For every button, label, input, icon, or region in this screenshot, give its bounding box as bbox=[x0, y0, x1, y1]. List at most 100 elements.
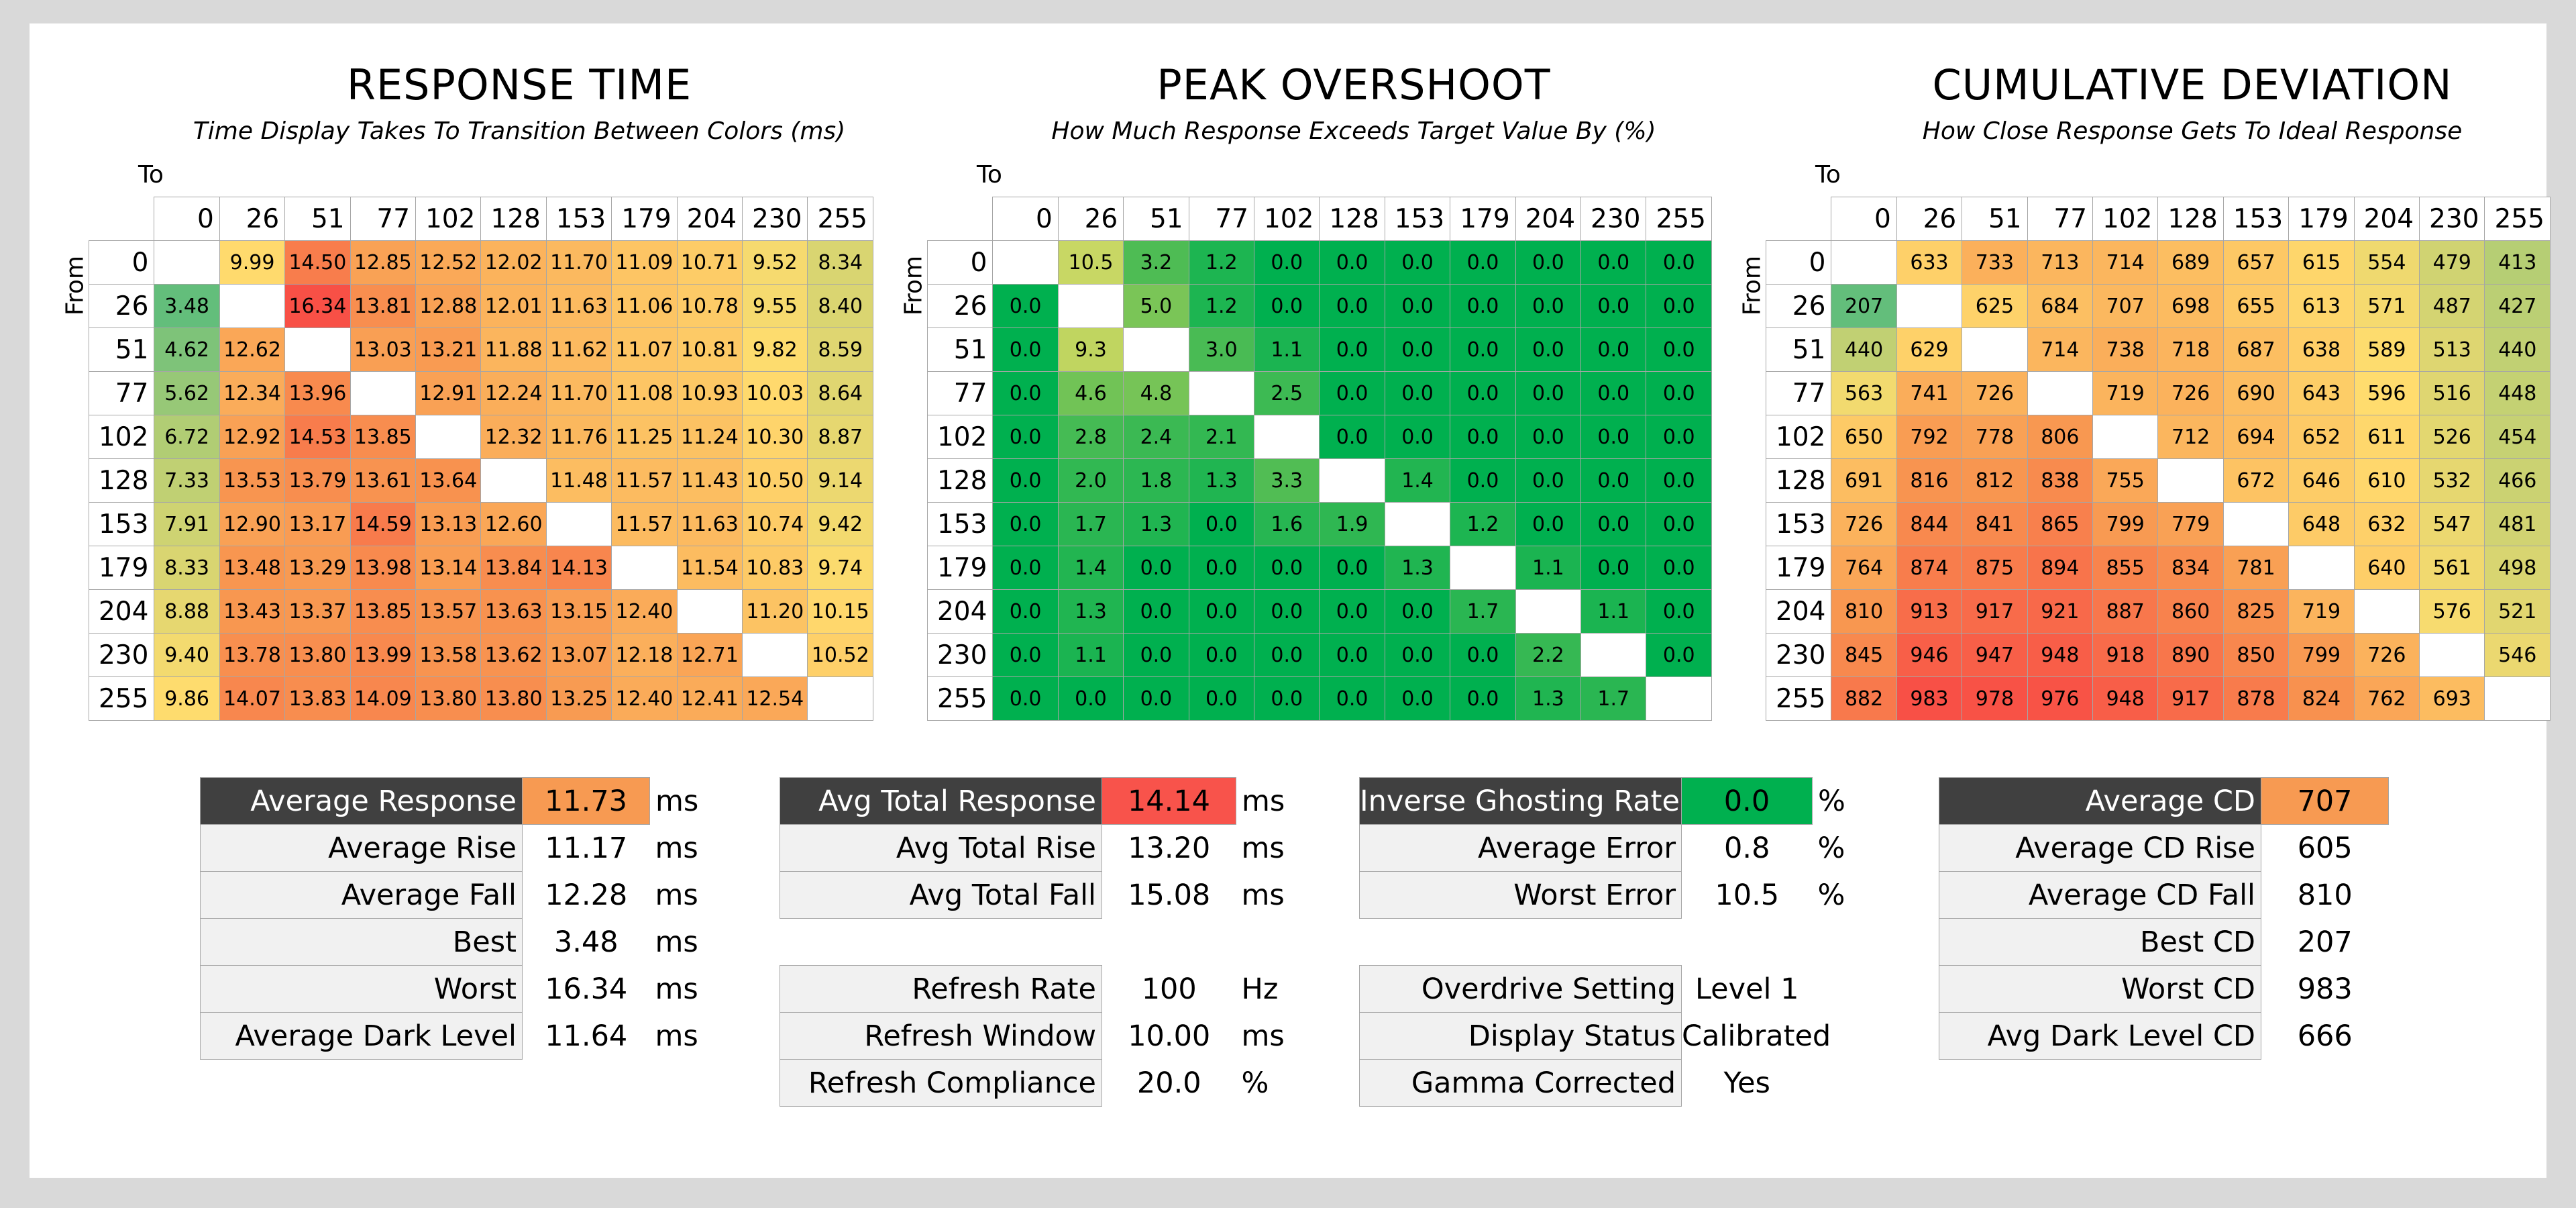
heatmap-cell: 719 bbox=[2092, 371, 2159, 415]
heatmap-cell: 546 bbox=[2484, 633, 2551, 677]
col-header: 26 bbox=[1057, 197, 1124, 241]
stat-unit: ms bbox=[655, 878, 698, 912]
heatmap-cell: 576 bbox=[2419, 589, 2485, 634]
row-header: 153 bbox=[926, 502, 994, 546]
heatmap-cell: 0.0 bbox=[1646, 502, 1712, 546]
heatmap-cell: 481 bbox=[2484, 502, 2551, 546]
peak-overshoot-heatmap: 0 26 51 77 102 128 153 179 204 230 255 0 10.5 3.2 1.2 0… bbox=[926, 197, 1712, 721]
heatmap-cell: 8.59 bbox=[807, 328, 873, 372]
heatmap-cell: 10.52 bbox=[807, 633, 873, 677]
row-header: 26 bbox=[926, 284, 994, 328]
heatmap-cell: 13.43 bbox=[219, 589, 286, 634]
heatmap-cell: 14.13 bbox=[545, 546, 612, 590]
heatmap-cell: 207 bbox=[1831, 284, 1897, 328]
heatmap-cell: 0.0 bbox=[1580, 328, 1647, 372]
heatmap-cell: 890 bbox=[2157, 633, 2224, 677]
heatmap-cell: 596 bbox=[2353, 371, 2420, 415]
heatmap-cell: 640 bbox=[2353, 546, 2420, 590]
heatmap-cell bbox=[2222, 502, 2290, 546]
heatmap-cell: 561 bbox=[2419, 546, 2485, 590]
stat-label: Refresh Compliance bbox=[780, 1059, 1102, 1107]
heatmap-cell: 11.57 bbox=[611, 502, 678, 546]
heatmap-cell: 824 bbox=[2288, 676, 2355, 721]
heatmap-cell: 948 bbox=[2092, 676, 2159, 721]
heatmap-cell: 632 bbox=[2353, 502, 2420, 546]
heatmap-cell: 764 bbox=[1831, 546, 1897, 590]
heatmap-cell: 13.80 bbox=[415, 676, 482, 721]
heatmap-cell: 948 bbox=[2027, 633, 2094, 677]
stat-label: Average Rise bbox=[200, 824, 523, 872]
heatmap-cell: 655 bbox=[2222, 284, 2290, 328]
heatmap-cell: 0.0 bbox=[1646, 458, 1712, 503]
heatmap-cell: 14.09 bbox=[350, 676, 417, 721]
heatmap-cell: 1.3 bbox=[1515, 676, 1582, 721]
heatmap-cell: 440 bbox=[2484, 328, 2551, 372]
heatmap-cell bbox=[2157, 458, 2224, 503]
heatmap-cell: 2.5 bbox=[1254, 371, 1320, 415]
stat-unit bbox=[2389, 872, 2449, 919]
heatmap-cell: 11.70 bbox=[545, 240, 612, 285]
stat-label: Best bbox=[200, 918, 523, 966]
heatmap-cell: 2.1 bbox=[1188, 415, 1255, 459]
col-header: 102 bbox=[2092, 197, 2159, 241]
heatmap-cell: 0.0 bbox=[1646, 240, 1712, 285]
row-header: 26 bbox=[1765, 284, 1832, 328]
heatmap-cell: 11.09 bbox=[611, 240, 678, 285]
heatmap-cell: 812 bbox=[1962, 458, 2028, 503]
stat-unit: ms bbox=[1241, 831, 1285, 865]
cd-subtitle: How Close Response Gets To Ideal Respons… bbox=[1922, 117, 2463, 145]
heatmap-cell: 1.4 bbox=[1384, 458, 1451, 503]
cumulative-deviation-heatmap: 0 26 51 77 102 128 153 179 204 230 255 0 633 733 713 71… bbox=[1765, 197, 2551, 721]
heatmap-cell: 633 bbox=[1896, 240, 1963, 285]
row-header: 230 bbox=[88, 633, 155, 677]
heatmap-cell: 11.63 bbox=[545, 284, 612, 328]
heatmap-cell: 9.40 bbox=[154, 633, 220, 677]
heatmap-cell: 12.85 bbox=[350, 240, 417, 285]
heatmap-cell: 2.4 bbox=[1123, 415, 1189, 459]
heatmap-cell: 413 bbox=[2484, 240, 2551, 285]
heatmap-cell bbox=[2092, 415, 2159, 459]
po-to-label: To bbox=[977, 161, 1002, 189]
heatmap-cell: 13.37 bbox=[284, 589, 351, 634]
heatmap-cell bbox=[1384, 502, 1451, 546]
stat-value: 605 bbox=[2297, 831, 2353, 865]
total-response-summary: Avg Total Response 14.14 ms Avg Total Rise 1… bbox=[780, 777, 1310, 1107]
heatmap-cell: 11.70 bbox=[545, 371, 612, 415]
heatmap-cell: 2.2 bbox=[1515, 633, 1582, 677]
heatmap-cell: 13.17 bbox=[284, 502, 351, 546]
heatmap-cell bbox=[611, 546, 678, 590]
heatmap-cell: 14.53 bbox=[284, 415, 351, 459]
heatmap-cell: 0.0 bbox=[1646, 328, 1712, 372]
heatmap-cell: 7.33 bbox=[154, 458, 220, 503]
heatmap-cell: 12.52 bbox=[415, 240, 482, 285]
heatmap-cell: 4.62 bbox=[154, 328, 220, 372]
heatmap-cell: 648 bbox=[2288, 502, 2355, 546]
heatmap-cell: 690 bbox=[2222, 371, 2290, 415]
heatmap-cell: 726 bbox=[1962, 371, 2028, 415]
stat-value: 10.00 bbox=[1128, 1019, 1211, 1053]
heatmap-cell: 894 bbox=[2027, 546, 2094, 590]
row-header: 77 bbox=[1765, 371, 1832, 415]
heatmap-cell: 874 bbox=[1896, 546, 1963, 590]
heatmap-cell: 978 bbox=[1962, 676, 2028, 721]
heatmap-cell: 521 bbox=[2484, 589, 2551, 634]
response-summary: Average Response 11.73 ms Average Rise 11.17… bbox=[200, 777, 710, 1060]
heatmap-cell: 13.61 bbox=[350, 458, 417, 503]
heatmap-cell: 0.0 bbox=[1450, 240, 1516, 285]
heatmap-cell: 0.0 bbox=[1515, 371, 1582, 415]
col-header: 128 bbox=[2157, 197, 2224, 241]
heatmap-cell: 3.48 bbox=[154, 284, 220, 328]
heatmap-cell bbox=[284, 328, 351, 372]
heatmap-cell: 0.0 bbox=[992, 284, 1059, 328]
heatmap-cell: 12.24 bbox=[480, 371, 547, 415]
heatmap-cell: 11.08 bbox=[611, 371, 678, 415]
col-header: 128 bbox=[480, 197, 547, 241]
heatmap-cell: 650 bbox=[1831, 415, 1897, 459]
row-header: 128 bbox=[1765, 458, 1832, 503]
heatmap-cell: 0.0 bbox=[1188, 633, 1255, 677]
heatmap-cell: 0.0 bbox=[1580, 371, 1647, 415]
col-header: 179 bbox=[611, 197, 678, 241]
heatmap-cell: 0.0 bbox=[1450, 284, 1516, 328]
stat-value: 11.64 bbox=[545, 1019, 628, 1053]
row-header: 26 bbox=[88, 284, 155, 328]
